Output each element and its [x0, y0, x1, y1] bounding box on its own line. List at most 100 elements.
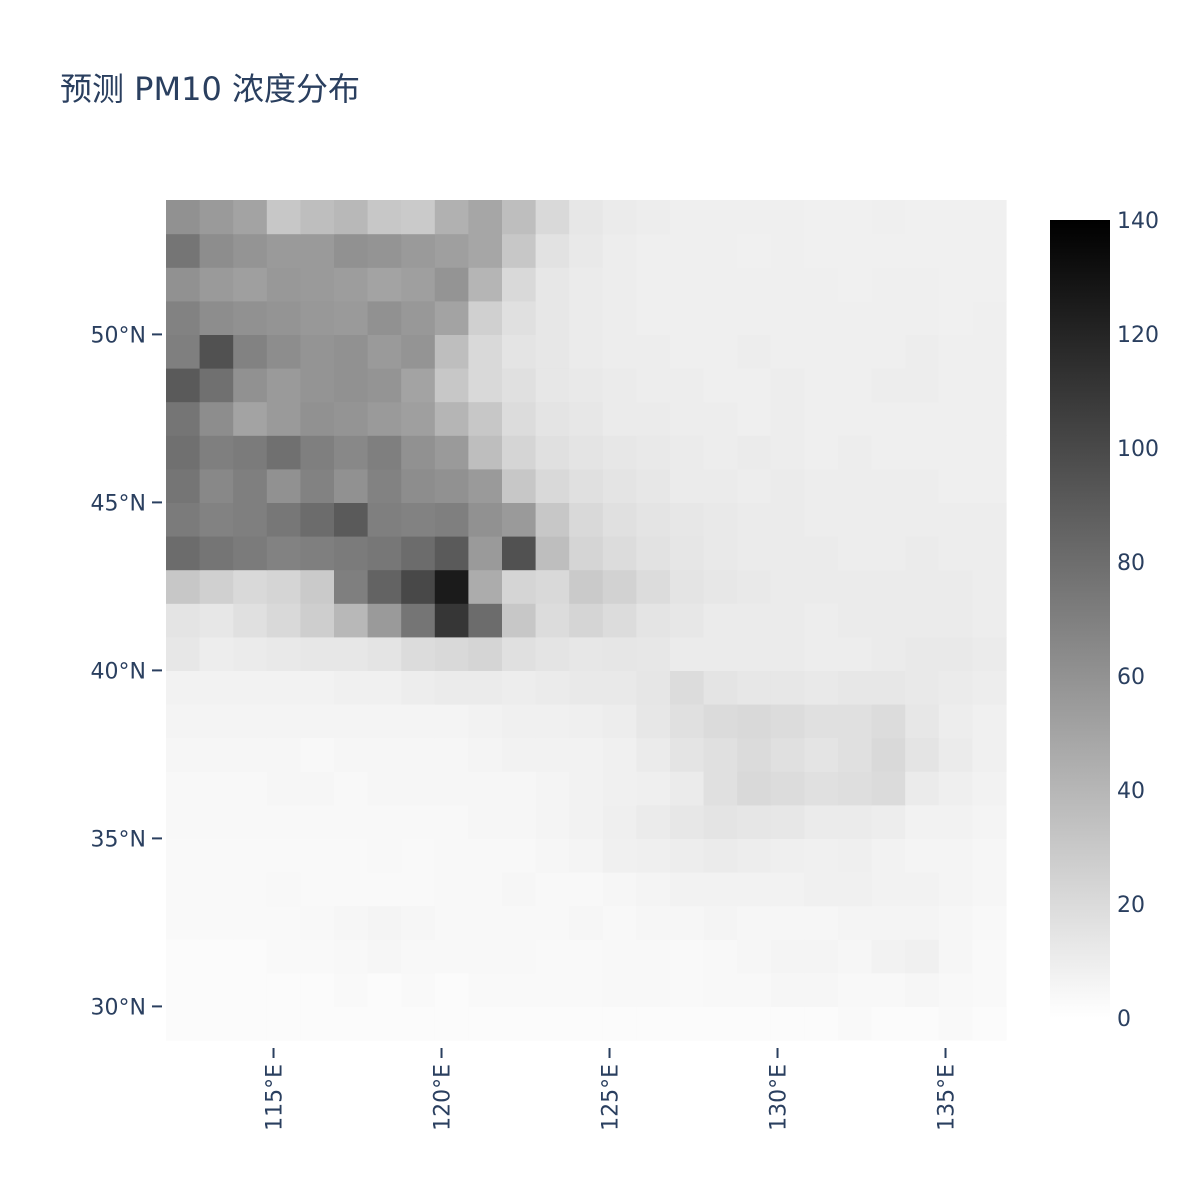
heatmap-cell: [434, 905, 469, 940]
heatmap-cell: [972, 838, 1007, 873]
heatmap-cell: [233, 536, 268, 571]
heatmap-cell: [166, 771, 201, 806]
heatmap-cell: [737, 536, 772, 571]
heatmap-cell: [266, 737, 301, 772]
heatmap-cell: [871, 939, 906, 974]
colorbar-tick-label: 80: [1117, 551, 1145, 576]
heatmap-cell: [502, 704, 537, 739]
heatmap-cell: [602, 1006, 637, 1041]
heatmap-cell: [233, 569, 268, 604]
heatmap-cell: [300, 435, 335, 470]
heatmap-cell: [905, 300, 940, 335]
heatmap-cell: [871, 838, 906, 873]
heatmap-cell: [703, 636, 738, 671]
heatmap-cell: [838, 468, 873, 503]
heatmap-cell: [804, 368, 839, 403]
heatmap-cell: [502, 267, 537, 302]
heatmap-cell: [838, 838, 873, 873]
heatmap-cell: [367, 468, 402, 503]
heatmap-cell: [703, 704, 738, 739]
heatmap-cell: [434, 401, 469, 436]
heatmap-cell: [502, 200, 537, 235]
heatmap-cell: [367, 334, 402, 369]
heatmap-cell: [602, 670, 637, 705]
heatmap-cell: [770, 704, 805, 739]
heatmap-cell: [569, 670, 604, 705]
heatmap-cell: [871, 569, 906, 604]
heatmap-cell: [434, 502, 469, 537]
heatmap-cell: [468, 468, 503, 503]
heatmap-cell: [636, 804, 671, 839]
heatmap-cell: [972, 468, 1007, 503]
heatmap-cell: [670, 737, 705, 772]
heatmap-cell: [703, 233, 738, 268]
heatmap-cell: [569, 468, 604, 503]
heatmap-cell: [871, 704, 906, 739]
heatmap-cell: [233, 468, 268, 503]
heatmap-cell: [199, 300, 234, 335]
heatmap-cell: [838, 233, 873, 268]
heatmap-cell: [434, 200, 469, 235]
heatmap-cell: [199, 872, 234, 907]
heatmap-cell: [838, 771, 873, 806]
heatmap-cell: [770, 1006, 805, 1041]
heatmap-cell: [602, 838, 637, 873]
heatmap-cell: [166, 200, 201, 235]
heatmap-cell: [636, 1006, 671, 1041]
heatmap-cell: [636, 435, 671, 470]
heatmap-cell: [502, 300, 537, 335]
heatmap-cell: [770, 435, 805, 470]
heatmap-cell: [804, 804, 839, 839]
heatmap-cell: [334, 1006, 369, 1041]
heatmap-cell: [300, 267, 335, 302]
heatmap-cell: [636, 267, 671, 302]
heatmap-cell: [737, 704, 772, 739]
heatmap-cell: [367, 636, 402, 671]
heatmap-cell: [905, 670, 940, 705]
heatmap-cell: [703, 939, 738, 974]
heatmap-cell: [166, 905, 201, 940]
heatmap-cell: [871, 771, 906, 806]
heatmap-cell: [266, 905, 301, 940]
heatmap-cell: [300, 368, 335, 403]
heatmap-cell: [871, 300, 906, 335]
heatmap-cell: [367, 300, 402, 335]
heatmap-cell: [838, 603, 873, 638]
heatmap-cell: [871, 737, 906, 772]
heatmap-cell: [300, 704, 335, 739]
heatmap-cell: [199, 334, 234, 369]
heatmap-cell: [502, 368, 537, 403]
heatmap-cell: [804, 636, 839, 671]
heatmap-cell: [434, 1006, 469, 1041]
heatmap-cell: [838, 502, 873, 537]
heatmap-cell: [401, 972, 436, 1007]
heatmap-cell: [401, 334, 436, 369]
heatmap-cell: [871, 804, 906, 839]
heatmap-cell: [535, 233, 570, 268]
heatmap-cell: [434, 972, 469, 1007]
heatmap-cell: [905, 267, 940, 302]
heatmap-cell: [502, 435, 537, 470]
heatmap-cell: [266, 267, 301, 302]
heatmap-cell: [468, 200, 503, 235]
heatmap-cell: [905, 368, 940, 403]
heatmap-cell: [166, 468, 201, 503]
heatmap-cell: [670, 435, 705, 470]
heatmap-cell: [401, 468, 436, 503]
heatmap-cell: [737, 267, 772, 302]
heatmap-cell: [166, 435, 201, 470]
heatmap-cell: [602, 368, 637, 403]
heatmap-cell: [401, 536, 436, 571]
heatmap-cell: [502, 872, 537, 907]
y-tick-label: 45°N: [91, 491, 146, 516]
heatmap-cell: [972, 704, 1007, 739]
heatmap-cell: [166, 704, 201, 739]
heatmap-cell: [670, 569, 705, 604]
heatmap-cell: [233, 704, 268, 739]
heatmap-cell: [233, 636, 268, 671]
heatmap-cell: [871, 536, 906, 571]
heatmap-cell: [804, 838, 839, 873]
heatmap-cell: [233, 905, 268, 940]
heatmap-cell: [703, 872, 738, 907]
colorbar-tick-label: 40: [1117, 779, 1145, 804]
